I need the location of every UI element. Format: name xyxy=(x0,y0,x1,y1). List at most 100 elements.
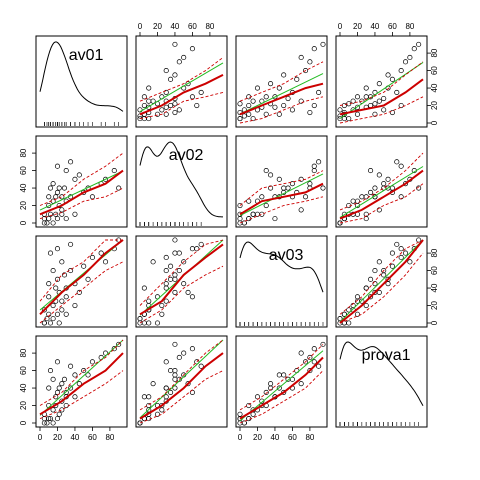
data-point xyxy=(89,359,95,365)
smooth-fit-line xyxy=(39,169,124,216)
data-point xyxy=(281,102,287,109)
panel-frame xyxy=(235,235,328,328)
panel-frame xyxy=(335,135,428,228)
data-point xyxy=(363,94,369,100)
data-point xyxy=(50,316,56,322)
data-point xyxy=(307,354,313,361)
data-point xyxy=(354,294,361,300)
data-point xyxy=(411,46,417,52)
data-point xyxy=(272,216,278,222)
data-point xyxy=(163,385,169,391)
data-point xyxy=(311,102,317,109)
data-point xyxy=(56,185,62,191)
panel-frame xyxy=(35,335,128,428)
data-point xyxy=(346,320,352,326)
data-point xyxy=(189,246,195,252)
data-point xyxy=(250,211,256,217)
data-point xyxy=(381,107,387,113)
data-point xyxy=(376,259,382,265)
data-point xyxy=(54,246,61,252)
data-point xyxy=(416,41,422,47)
data-point xyxy=(102,176,109,182)
data-point xyxy=(263,389,269,395)
data-point xyxy=(172,109,178,116)
data-point xyxy=(372,185,378,191)
data-point xyxy=(50,268,56,274)
data-point xyxy=(150,98,156,104)
data-point xyxy=(116,341,122,347)
data-point xyxy=(276,176,282,182)
x-tick-label: 60 xyxy=(388,22,397,31)
data-point xyxy=(307,368,313,374)
data-point xyxy=(163,268,169,274)
panel-prova1-vs-av03 xyxy=(235,335,328,428)
data-point xyxy=(172,272,178,278)
data-point xyxy=(146,85,152,91)
data-point xyxy=(368,168,374,174)
upper-band-line xyxy=(39,152,124,206)
x-tick-label: 0 xyxy=(138,22,143,31)
panel-av02-vs-av03 xyxy=(235,135,328,228)
data-point xyxy=(189,294,195,300)
data-point xyxy=(307,59,313,65)
x-tick-label: 80 xyxy=(105,433,114,442)
data-point xyxy=(237,411,243,417)
data-point xyxy=(381,95,387,102)
data-point xyxy=(63,402,69,409)
linear-fit-line xyxy=(139,339,224,419)
panel-frame xyxy=(235,135,328,228)
data-point xyxy=(85,276,91,282)
data-point xyxy=(394,241,400,247)
data-point xyxy=(359,194,365,200)
data-point xyxy=(168,368,174,374)
data-point xyxy=(376,289,382,295)
data-point xyxy=(372,268,378,274)
data-point xyxy=(159,311,165,317)
data-point xyxy=(389,263,395,269)
data-point xyxy=(111,168,117,174)
data-point xyxy=(416,185,422,191)
data-point xyxy=(359,298,365,304)
data-point xyxy=(163,281,169,287)
data-point xyxy=(311,346,317,352)
data-point xyxy=(389,76,395,82)
y-tick-label: 20 xyxy=(19,201,28,210)
y-tick-label: 40 xyxy=(430,83,439,92)
data-point xyxy=(54,163,61,169)
data-point xyxy=(61,376,68,382)
data-point xyxy=(354,94,361,100)
lower-band-line xyxy=(139,265,224,324)
data-point xyxy=(368,189,374,195)
data-point xyxy=(198,89,204,95)
data-point xyxy=(146,298,152,304)
data-point xyxy=(53,285,59,291)
data-point xyxy=(402,59,409,65)
x-tick-label: 20 xyxy=(153,22,162,31)
data-point xyxy=(354,198,361,204)
data-point xyxy=(61,272,68,278)
data-point xyxy=(363,302,369,309)
y-tick-label: 60 xyxy=(19,166,28,175)
data-point xyxy=(56,411,62,417)
data-point xyxy=(89,194,95,200)
data-point xyxy=(259,194,265,200)
lower-band-line xyxy=(239,196,324,224)
data-point xyxy=(46,202,52,209)
data-point xyxy=(276,372,282,378)
data-point xyxy=(159,302,165,309)
panel-frame xyxy=(35,235,128,328)
upper-band-line xyxy=(339,152,424,211)
data-point xyxy=(254,211,261,217)
data-point xyxy=(316,89,322,95)
data-point xyxy=(159,407,165,413)
data-point xyxy=(46,281,52,287)
data-point xyxy=(54,359,61,365)
panel-frame xyxy=(135,235,228,328)
data-point xyxy=(168,76,174,82)
x-tick-label: 60 xyxy=(188,22,197,31)
data-point xyxy=(44,420,50,426)
data-point xyxy=(398,102,404,109)
data-point xyxy=(307,181,313,187)
data-point xyxy=(263,94,269,100)
data-point xyxy=(376,98,382,104)
